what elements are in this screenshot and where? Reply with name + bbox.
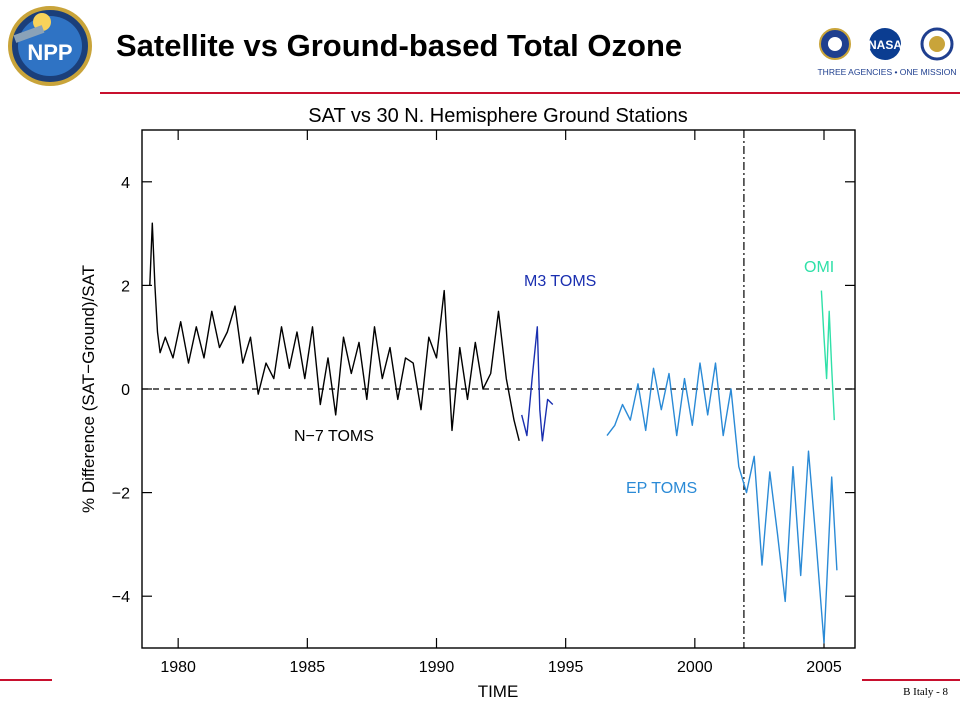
- chart-title: SAT vs 30 N. Hemisphere Ground Stations: [308, 105, 687, 127]
- npp-logo-text: NPP: [27, 40, 72, 65]
- series-line-n7-toms: [149, 222, 520, 441]
- y-axis-title: % Difference (SAT−Ground)/SAT: [79, 265, 98, 513]
- nasa-logo-text: NASA: [868, 38, 902, 52]
- series-lines: [149, 222, 838, 644]
- npp-logo: NPP: [8, 6, 92, 86]
- slide-title: Satellite vs Ground-based Total Ozone: [116, 28, 683, 63]
- series-line-ep-toms: [606, 362, 838, 644]
- x-tick-label: 1990: [419, 659, 455, 676]
- y-tick-label: −4: [112, 589, 130, 606]
- x-tick-label: 1985: [290, 659, 326, 676]
- x-tick-label: 2000: [677, 659, 713, 676]
- y-tick-label: 0: [121, 382, 130, 399]
- x-axis-title: TIME: [478, 682, 519, 701]
- title-rule-right: [812, 92, 960, 94]
- label-omi: OMI: [804, 259, 834, 276]
- label-ep-toms: EP TOMS: [626, 480, 697, 497]
- agencies-motto: THREE AGENCIES • ONE MISSION: [817, 67, 956, 77]
- slide-footer: B Italy - 8: [903, 686, 948, 698]
- series-line-m3-toms: [521, 326, 554, 442]
- nasa-meatball-icon: [869, 28, 901, 60]
- series-line-omi: [820, 290, 835, 421]
- y-tick-label: −2: [112, 486, 130, 503]
- y-tick-label: 4: [121, 175, 130, 192]
- axis-ticks: 1980 1985 1990 1995 2000 2005 −4 −2 0 2 4: [112, 130, 855, 676]
- label-m3-toms: M3 TOMS: [524, 273, 596, 290]
- x-tick-label: 2005: [806, 659, 842, 676]
- footer-rule-left: [0, 679, 52, 681]
- footer-rule-right: [862, 679, 960, 681]
- label-n7-toms: N−7 TOMS: [294, 428, 374, 445]
- y-tick-label: 2: [121, 278, 130, 295]
- x-tick-label: 1995: [548, 659, 584, 676]
- x-tick-label: 1980: [160, 659, 196, 676]
- title-rule: [100, 92, 813, 94]
- agency-logos: NASA THREE AGENCIES • ONE MISSION: [817, 27, 957, 77]
